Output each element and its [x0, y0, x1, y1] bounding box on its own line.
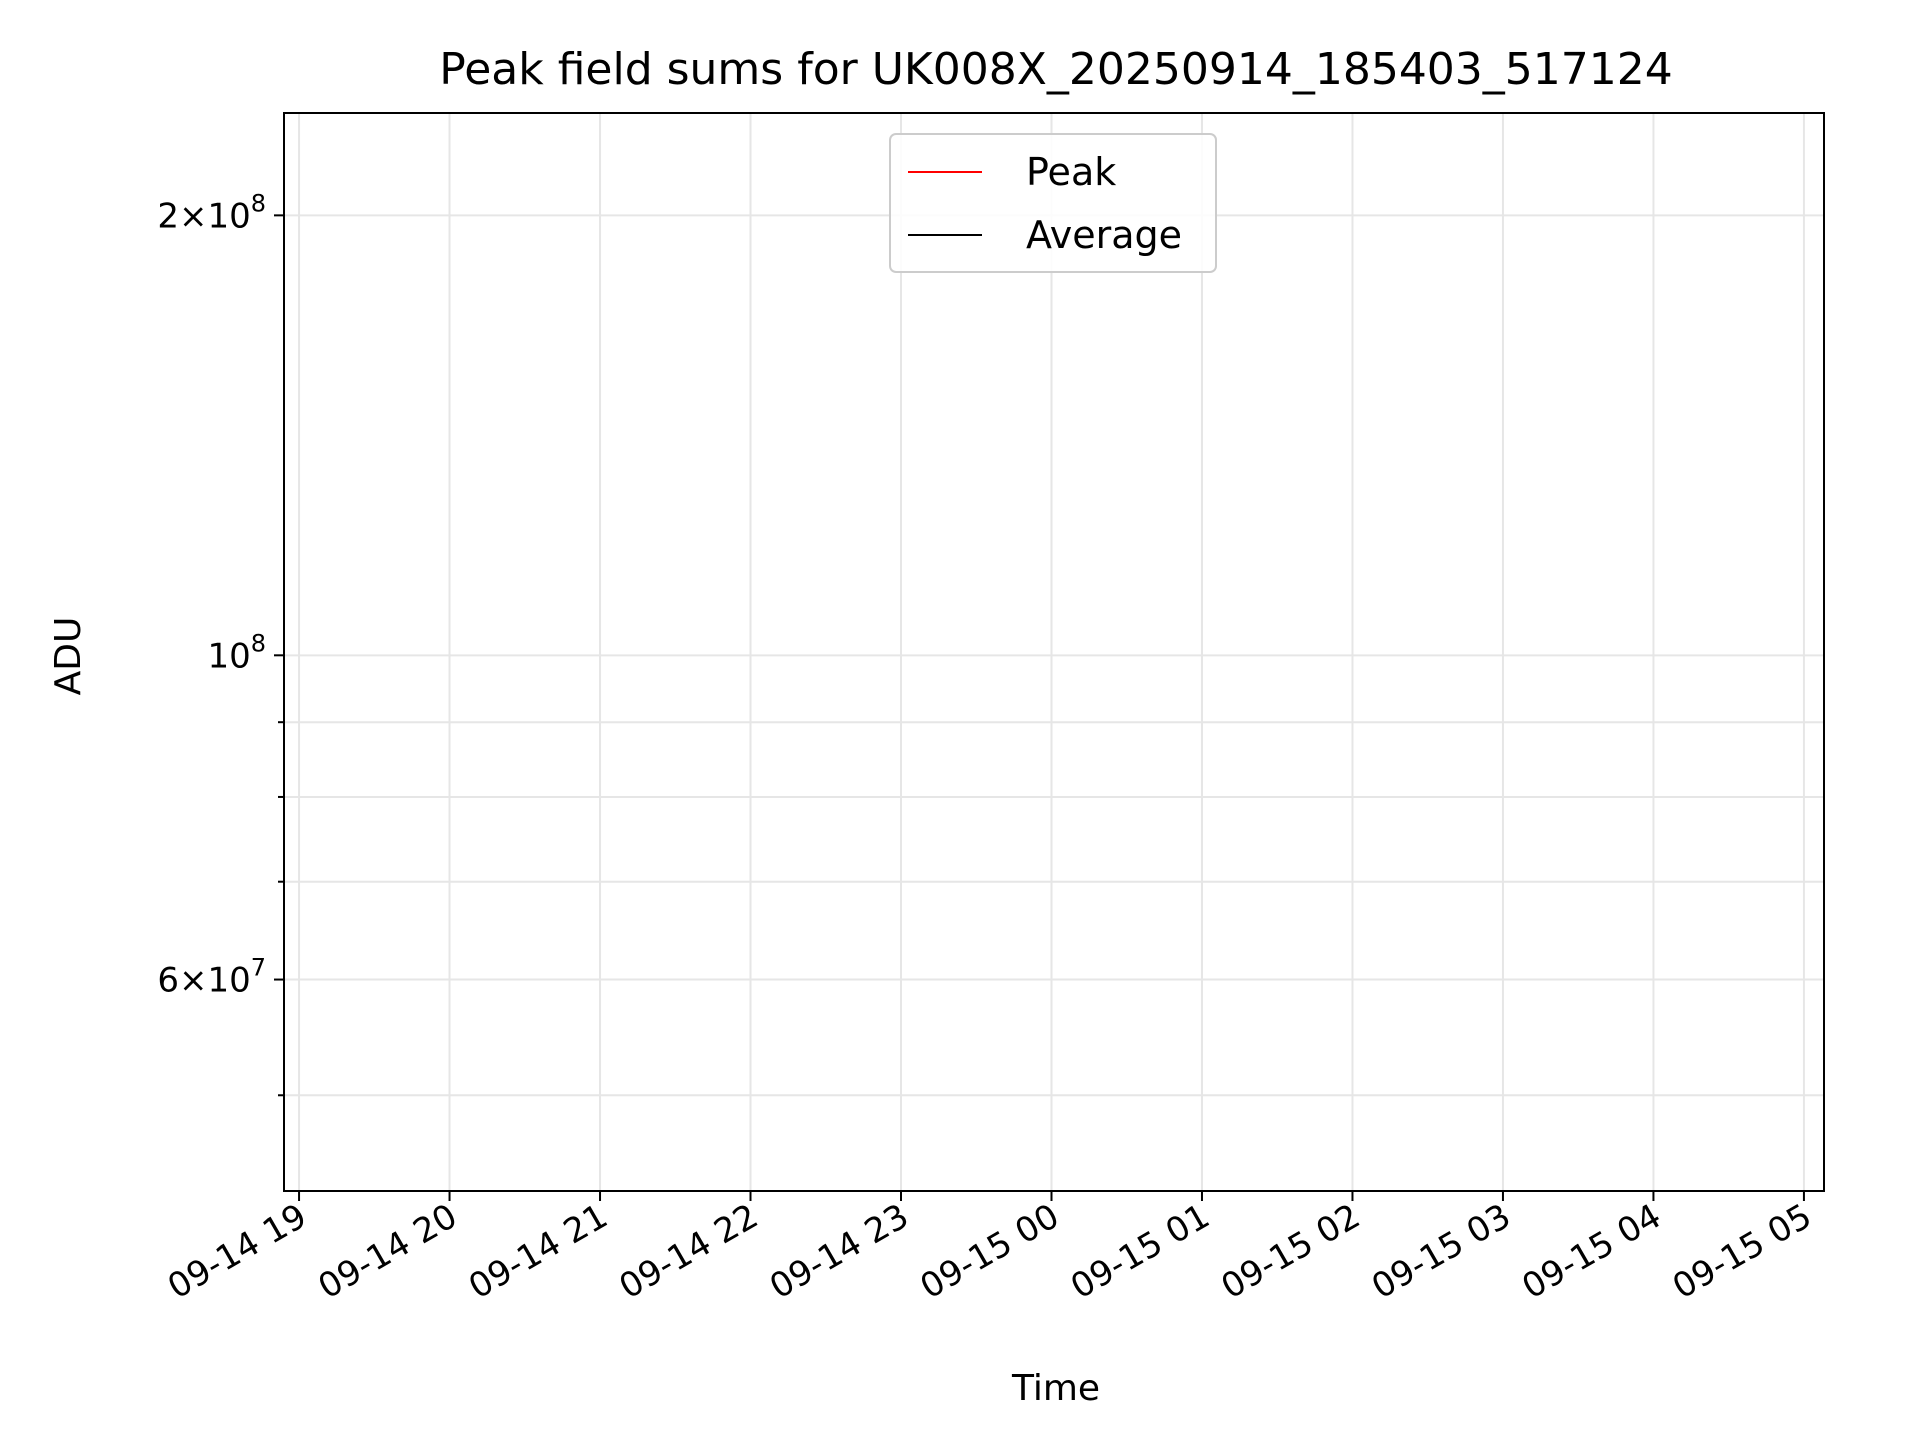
- legend-box: [889, 133, 1217, 273]
- y-tick-label: 6×107: [157, 954, 266, 1001]
- y-tick-label: 108: [207, 629, 266, 676]
- x-tick-label: 09-14 21: [462, 1196, 614, 1307]
- x-axis-label: Time: [1011, 1368, 1100, 1409]
- plot-frame: [283, 112, 1825, 1192]
- legend-label-average: Average: [1026, 213, 1182, 257]
- x-tick-label: 09-15 01: [1064, 1196, 1216, 1307]
- x-tick-label: 09-14 22: [613, 1196, 765, 1307]
- legend-label-peak: Peak: [1026, 150, 1116, 194]
- legend: Peak Average: [889, 133, 1217, 273]
- x-tick-label: 09-15 02: [1215, 1196, 1367, 1307]
- x-tick-label: 09-15 03: [1365, 1196, 1517, 1307]
- y-axis-label: ADU: [48, 617, 89, 696]
- grid-lines: [284, 113, 1824, 1191]
- x-tick-label: 09-15 04: [1516, 1196, 1668, 1307]
- x-tick-label: 09-15 00: [914, 1196, 1066, 1307]
- x-tick-label: 09-14 23: [763, 1196, 915, 1307]
- y-tick-label: 2×108: [157, 189, 266, 236]
- x-tick-label: 09-14 19: [161, 1196, 313, 1307]
- chart-title: Peak field sums for UK008X_20250914_1854…: [439, 44, 1673, 95]
- x-tick-label: 09-15 05: [1666, 1196, 1818, 1307]
- y-axis: 2×108 108 6×107: [157, 189, 284, 1097]
- x-tick-label: 09-14 20: [312, 1196, 464, 1307]
